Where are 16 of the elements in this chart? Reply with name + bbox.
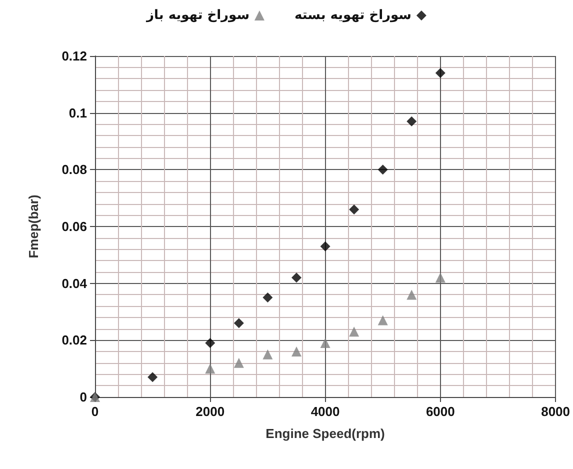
y-axis-title: Fmep(bar) [26,194,41,258]
x-tick-label: 2000 [196,404,225,419]
x-tick-label: 4000 [310,404,340,419]
x-axis-title: Engine Speed(rpm) [266,426,385,441]
y-tick-label: 0.02 [62,332,87,348]
y-tick-label: 0.06 [62,219,87,234]
x-tick-label: 8000 [541,404,570,419]
y-tick-label: 0.04 [62,276,88,291]
x-tick-label: 6000 [426,404,455,419]
y-tick-label: 0.08 [62,162,87,178]
y-tick-label: 0.12 [62,48,87,64]
legend-label: سوراخ تهویه بسته [294,8,412,23]
x-tick-label: 0 [91,404,99,419]
y-tick-label: 0.1 [68,105,87,120]
legend-label: سوراخ تهویه باز [146,8,250,23]
y-tick-label: 0 [80,390,87,404]
